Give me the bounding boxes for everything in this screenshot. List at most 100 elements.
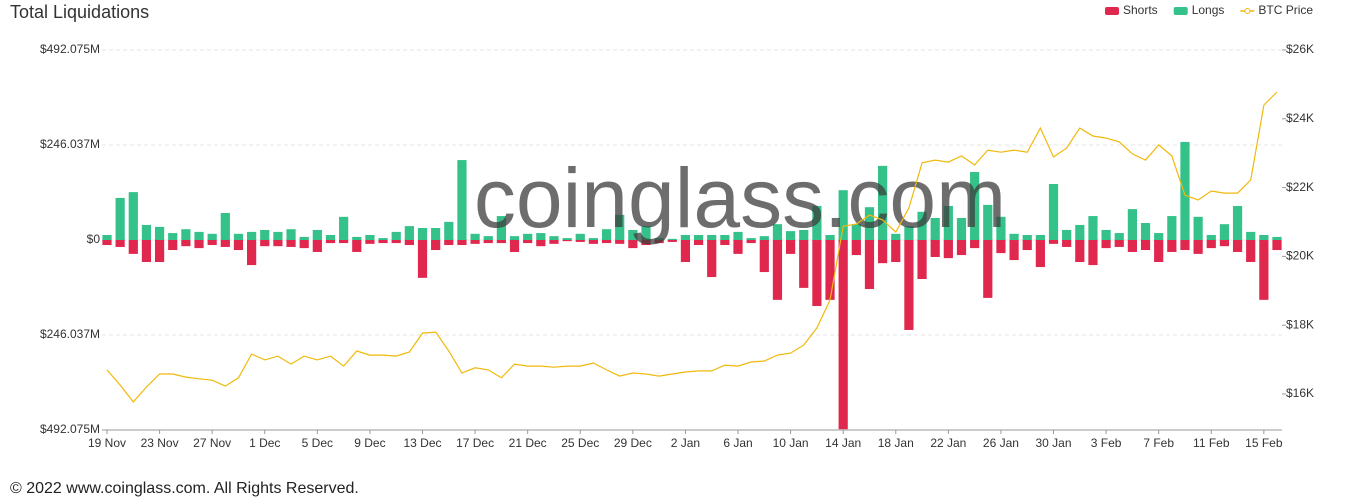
x-tick-label: 19 Nov	[88, 436, 126, 450]
bar	[509, 240, 520, 252]
bar	[956, 217, 967, 240]
footer: © 2022 www.coinglass.com. All Rights Res…	[10, 480, 359, 497]
legend-label: BTC Price	[1258, 3, 1313, 17]
bar	[496, 240, 506, 244]
x-tick-label: 30 Jan	[1036, 436, 1072, 450]
bar	[168, 240, 178, 251]
bar	[825, 234, 835, 240]
bar	[404, 240, 414, 246]
bar	[601, 240, 612, 244]
bar	[102, 240, 112, 246]
bar	[680, 234, 691, 240]
y-tick-label: $0	[87, 232, 101, 246]
bar	[1154, 240, 1164, 263]
bar	[141, 224, 152, 240]
bar	[1167, 240, 1177, 252]
bar	[707, 240, 717, 278]
bar	[102, 234, 112, 240]
bar	[904, 226, 914, 240]
bar	[1127, 240, 1137, 252]
x-tick-label: 27 Nov	[193, 436, 231, 450]
bar	[864, 207, 875, 240]
bar	[431, 228, 441, 240]
bar	[930, 240, 940, 257]
bar	[654, 238, 664, 240]
bar	[220, 240, 230, 247]
bar	[365, 234, 375, 240]
bar	[431, 240, 441, 251]
bar	[1259, 234, 1269, 240]
legend-label: Longs	[1192, 3, 1225, 17]
bar	[1206, 240, 1216, 249]
bar	[128, 240, 138, 254]
bar	[523, 233, 533, 240]
bar	[878, 165, 888, 240]
bar	[1048, 240, 1059, 244]
bar	[1088, 240, 1098, 266]
bar	[115, 240, 125, 247]
bar	[1088, 216, 1098, 240]
bar	[312, 229, 322, 240]
x-tick-label: 2 Jan	[671, 436, 700, 450]
bar	[956, 240, 967, 256]
bar	[1232, 206, 1243, 240]
bar	[154, 240, 165, 263]
bar	[325, 234, 336, 240]
bar	[1062, 240, 1072, 247]
bar	[943, 240, 953, 259]
bar	[391, 231, 401, 240]
bar	[707, 234, 717, 240]
bar	[904, 240, 914, 330]
bar	[1035, 240, 1045, 268]
bar	[996, 216, 1006, 240]
bar	[654, 240, 664, 244]
bar	[891, 240, 901, 263]
bar	[417, 228, 428, 240]
bar	[588, 240, 599, 244]
bar	[615, 214, 625, 240]
bar	[601, 229, 612, 240]
bar	[575, 240, 585, 242]
bar	[575, 233, 585, 240]
x-tick-label: 5 Dec	[302, 436, 333, 450]
bar	[128, 192, 138, 240]
x-tick-label: 29 Dec	[614, 436, 652, 450]
bar	[417, 240, 428, 278]
bar	[970, 172, 980, 240]
bar	[1167, 216, 1177, 240]
bar	[720, 240, 730, 246]
bar	[168, 233, 178, 240]
bar	[352, 236, 362, 240]
bar	[444, 221, 454, 240]
bar	[286, 229, 296, 240]
watermark: coinglass.com	[474, 151, 1006, 245]
x-tick-label: 15 Feb	[1245, 436, 1283, 450]
bar	[207, 233, 217, 240]
bar	[247, 240, 257, 266]
bar	[1206, 234, 1216, 240]
bar	[1259, 240, 1269, 300]
bar	[220, 212, 230, 240]
x-tick-label: 25 Dec	[561, 436, 599, 450]
bar	[1035, 234, 1045, 240]
bar	[588, 238, 599, 240]
bar	[693, 240, 704, 246]
bar	[483, 240, 493, 244]
bar	[1127, 209, 1137, 240]
y-tick-label: $492.075M	[40, 422, 100, 436]
bar	[1101, 240, 1111, 249]
legend-swatch	[1173, 7, 1188, 15]
bar	[352, 240, 362, 252]
x-tick-label: 10 Jan	[773, 436, 809, 450]
x-tick-label: 23 Nov	[141, 436, 179, 450]
bar	[181, 240, 191, 247]
bar	[339, 240, 349, 244]
bar	[483, 236, 493, 240]
bar	[154, 226, 165, 240]
bar	[628, 229, 638, 240]
bar	[536, 240, 546, 247]
bar	[1180, 141, 1190, 240]
bar	[667, 238, 677, 240]
bar	[733, 240, 743, 254]
